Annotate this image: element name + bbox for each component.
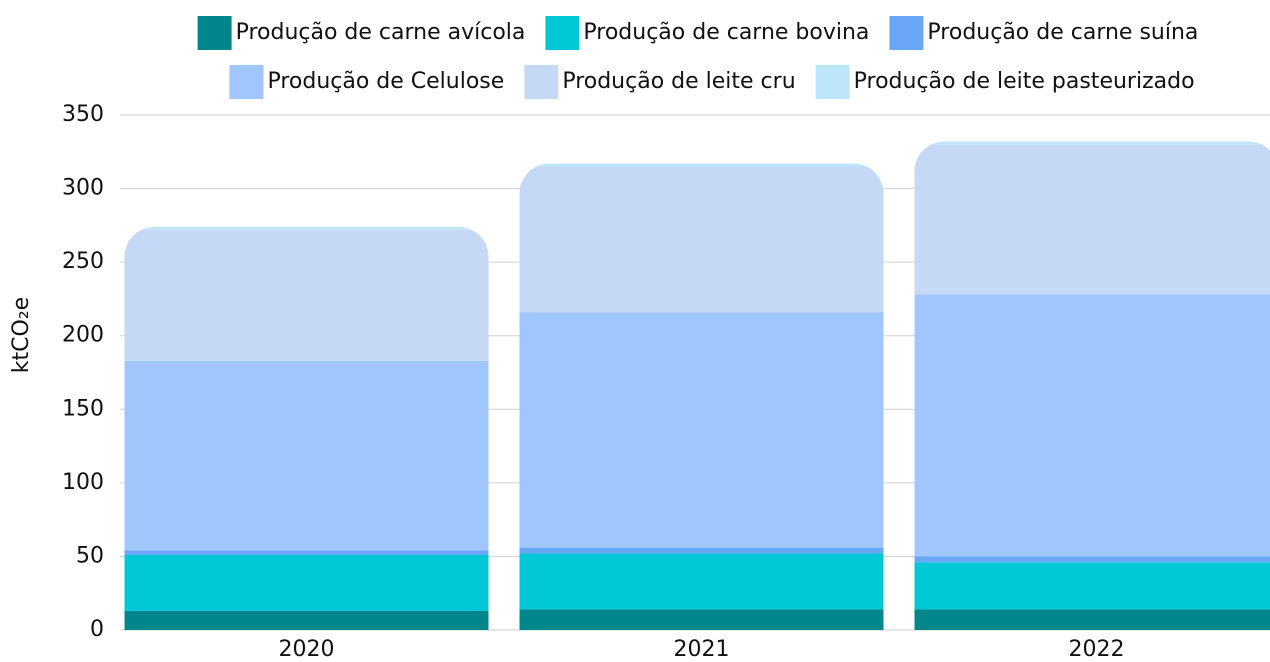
bar-group bbox=[519, 163, 884, 630]
legend-swatch bbox=[815, 65, 850, 99]
bar-segment bbox=[519, 547, 884, 554]
bar-segment bbox=[124, 360, 489, 551]
y-tick-label: 100 bbox=[62, 470, 104, 495]
bar-segment bbox=[914, 609, 1270, 630]
bar-segment bbox=[914, 141, 1270, 145]
legend-label: Produção de leite pasteurizado bbox=[854, 69, 1195, 94]
y-tick-label: 250 bbox=[62, 249, 104, 274]
bar-segment bbox=[914, 556, 1270, 563]
plot bbox=[120, 114, 1270, 631]
legend-swatch bbox=[229, 65, 264, 99]
y-tick-label: 200 bbox=[62, 323, 104, 348]
bar-segment bbox=[124, 550, 489, 555]
y-tick-label: 50 bbox=[76, 543, 104, 568]
bar-segment bbox=[914, 562, 1270, 610]
y-tick-label: 150 bbox=[62, 396, 104, 421]
legend-swatch bbox=[524, 65, 559, 99]
bar-segment bbox=[519, 166, 884, 313]
legend-label: Produção de leite cru bbox=[562, 69, 795, 94]
legend-label: Produção de Celulose bbox=[267, 69, 504, 94]
bar-segment bbox=[124, 554, 489, 611]
legend-swatch bbox=[197, 16, 232, 50]
bar-segment bbox=[124, 229, 489, 361]
bar-segment bbox=[519, 609, 884, 630]
bar-group bbox=[124, 226, 489, 630]
legend-label: Produção de carne bovina bbox=[583, 20, 869, 45]
legend-label: Produção de carne avícola bbox=[236, 20, 526, 45]
bar-group bbox=[914, 141, 1270, 630]
bar-segment bbox=[124, 610, 489, 630]
bar-segment bbox=[914, 144, 1270, 295]
bar-segment bbox=[519, 553, 884, 610]
bar-segment bbox=[519, 312, 884, 548]
x-tick-label: 2020 bbox=[279, 637, 335, 662]
legend: Produção de carne avícola Produção de car… bbox=[197, 16, 1198, 99]
y-axis-label: ktCO₂e bbox=[9, 297, 34, 373]
bar-segment bbox=[519, 163, 884, 167]
y-tick-label: 300 bbox=[62, 176, 104, 201]
bar-segment bbox=[914, 294, 1270, 557]
x-tick-label: 2022 bbox=[1069, 637, 1125, 662]
legend-swatch bbox=[889, 16, 924, 50]
y-tick-label: 350 bbox=[62, 102, 104, 127]
y-tick-label: 0 bbox=[90, 617, 104, 642]
legend-swatch bbox=[545, 16, 580, 50]
bar-segment bbox=[124, 226, 489, 230]
legend-label: Produção de carne suína bbox=[927, 20, 1198, 45]
x-tick-label: 2021 bbox=[674, 637, 730, 662]
